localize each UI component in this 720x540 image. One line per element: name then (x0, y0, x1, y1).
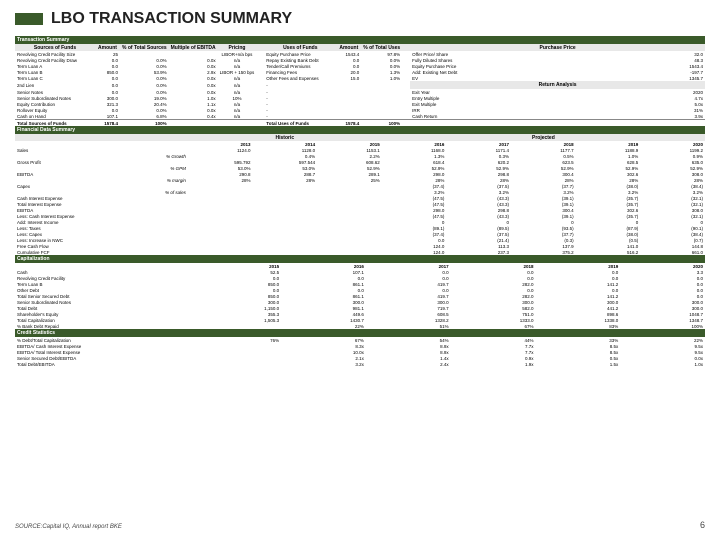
cap-table: 201520162017201820192020Cash52.5107.10.0… (15, 263, 705, 367)
credit-val: 3.2x (281, 361, 366, 367)
source-pricing: LIBOR+n/a bps (218, 51, 257, 57)
pct-col: % of Total Sources (120, 44, 169, 51)
use-name: - (264, 81, 336, 89)
sources-col: Sources of Funds (15, 44, 95, 51)
pricing-col: Pricing (218, 44, 257, 51)
capitalization-header: Capitalization (15, 255, 705, 263)
use-pct (361, 81, 402, 89)
mult-col: Multiple of EBITDA (169, 44, 218, 51)
source-pricing: LIBOR + 150 bps (218, 69, 257, 75)
financial-table: HistoricProjected20132014201520162017201… (15, 134, 705, 255)
credit-val: 2.4x (366, 361, 451, 367)
use-amt (336, 81, 361, 89)
table-row: 2nd Lien 0.0 0.0% 0.0x n/a - Return Anal… (15, 81, 705, 89)
credit-val: 1.9x (451, 361, 536, 367)
source-text: SOURCE:Capital IQ, Annual report BKE (15, 524, 122, 530)
financial-summary-header: Financial Data Summary (15, 126, 705, 134)
source-name: 2nd Lien (15, 81, 95, 89)
credit-val: 1.0x (620, 361, 705, 367)
source-mult: 0.0x (169, 81, 218, 89)
page-number: 6 (700, 520, 705, 530)
transaction-summary-header: Transaction Summary (15, 36, 705, 44)
fin-period-row: HistoricProjected (15, 134, 705, 141)
title-accent (15, 13, 43, 25)
table-row: Total Debt/EBITDA 3.2x2.4x1.9x1.5x1.0x (15, 361, 705, 367)
purchase-col: Purchase Price (410, 44, 705, 51)
source-pct: 0.0% (120, 81, 169, 89)
source-pricing: n/a (218, 81, 257, 89)
uses-pct-col: % of Total Uses (361, 44, 402, 51)
credit-label: Total Debt/EBITDA (15, 361, 196, 367)
return-header: Return Analysis (410, 81, 705, 89)
source-amt: 0.0 (95, 81, 120, 89)
title-bar: LBO TRANSACTION SUMMARY (15, 10, 705, 28)
uses-amt-col: Amount (336, 44, 361, 51)
transaction-table: Sources of Funds Amount % of Total Sourc… (15, 44, 705, 126)
credit-val: 1.5x (535, 361, 620, 367)
uses-col: Uses of Funds (264, 44, 336, 51)
page-title: LBO TRANSACTION SUMMARY (51, 10, 292, 28)
credit-header: Credit Statistics (15, 329, 705, 337)
amount-col: Amount (95, 44, 120, 51)
credit-val (196, 361, 281, 367)
